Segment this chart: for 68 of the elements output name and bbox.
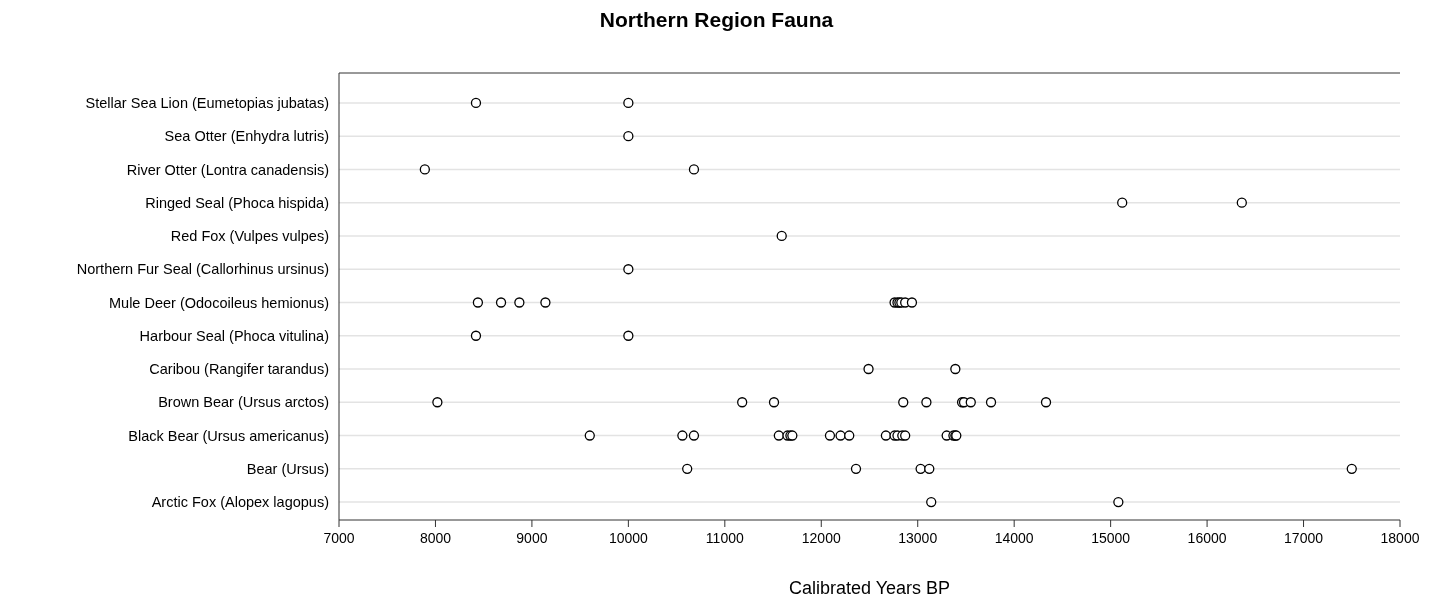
point (419, 164, 430, 175)
y-tick-label: Caribou (Rangifer tarandus) (149, 361, 329, 378)
point (495, 297, 507, 308)
point (898, 397, 909, 408)
point (1117, 197, 1128, 208)
point (1040, 397, 1052, 408)
x-tick-label: 14000 (994, 529, 1034, 546)
x-tick-label: 16000 (1187, 529, 1227, 546)
point (985, 397, 997, 408)
point (1113, 496, 1124, 508)
y-tick-label: Ringed Seal (Phoca hispida) (145, 194, 329, 211)
point (470, 97, 482, 109)
point (623, 97, 634, 109)
point (682, 463, 693, 474)
point (514, 297, 525, 308)
x-tick-label: 9000 (516, 529, 548, 546)
y-tick-label: Harbour Seal (Phoca vitulina) (139, 327, 329, 344)
x-tick-label: 10000 (608, 529, 649, 546)
x-tick-label: 15000 (1091, 529, 1131, 546)
point (950, 363, 961, 375)
point (863, 363, 874, 375)
y-tick-label: Arctic Fox (Alopex lagopus) (151, 494, 329, 511)
x-tick-label: 13000 (898, 529, 938, 546)
y-tick-label: River Otter (Lontra canadensis) (126, 161, 329, 178)
point (850, 463, 862, 474)
point (1236, 197, 1247, 208)
point (688, 430, 700, 441)
point (623, 264, 634, 275)
point (824, 430, 836, 441)
x-tick-label: 8000 (419, 529, 452, 546)
y-tick-label: Northern Fur Seal (Callorhinus ursinus) (76, 261, 329, 278)
x-tick-label: 11000 (705, 529, 744, 546)
point (584, 430, 595, 441)
y-tick-label: Black Bear (Ursus americanus) (128, 427, 329, 444)
point (915, 463, 926, 474)
x-tick-label: 7000 (323, 529, 355, 546)
point (540, 297, 551, 308)
point (880, 430, 892, 441)
point (773, 430, 784, 441)
point (965, 397, 976, 408)
point (472, 297, 484, 308)
point (677, 430, 688, 441)
x-tick-label: 18000 (1380, 529, 1420, 546)
point (623, 330, 634, 341)
y-tick-label: Bear (Ursus) (246, 460, 329, 477)
y-tick-label: Stellar Sea Lion (Eumetopias jubatas) (85, 95, 329, 112)
point (906, 297, 918, 308)
point (688, 164, 700, 175)
point (926, 496, 937, 508)
y-tick-label: Red Fox (Vulpes vulpes) (170, 228, 329, 245)
point (844, 430, 855, 441)
point (835, 430, 846, 441)
point (623, 131, 634, 142)
x-axis-title: Calibrated Years BP (788, 578, 951, 598)
point (776, 230, 787, 242)
point (768, 397, 780, 408)
point (432, 397, 443, 408)
y-tick-label: Brown Bear (Ursus arctos) (158, 394, 329, 411)
y-tick-label: Sea Otter (Enhydra lutris) (164, 128, 329, 145)
point (737, 397, 748, 408)
x-tick-label: 17000 (1284, 529, 1324, 546)
point (1346, 463, 1357, 474)
point (924, 463, 935, 474)
point (921, 397, 932, 408)
chart-title: Northern Region Fauna (598, 8, 835, 32)
y-tick-label: Mule Deer (Odocoileus hemionus) (108, 294, 329, 311)
x-tick-label: 12000 (801, 529, 841, 546)
point (470, 330, 482, 341)
